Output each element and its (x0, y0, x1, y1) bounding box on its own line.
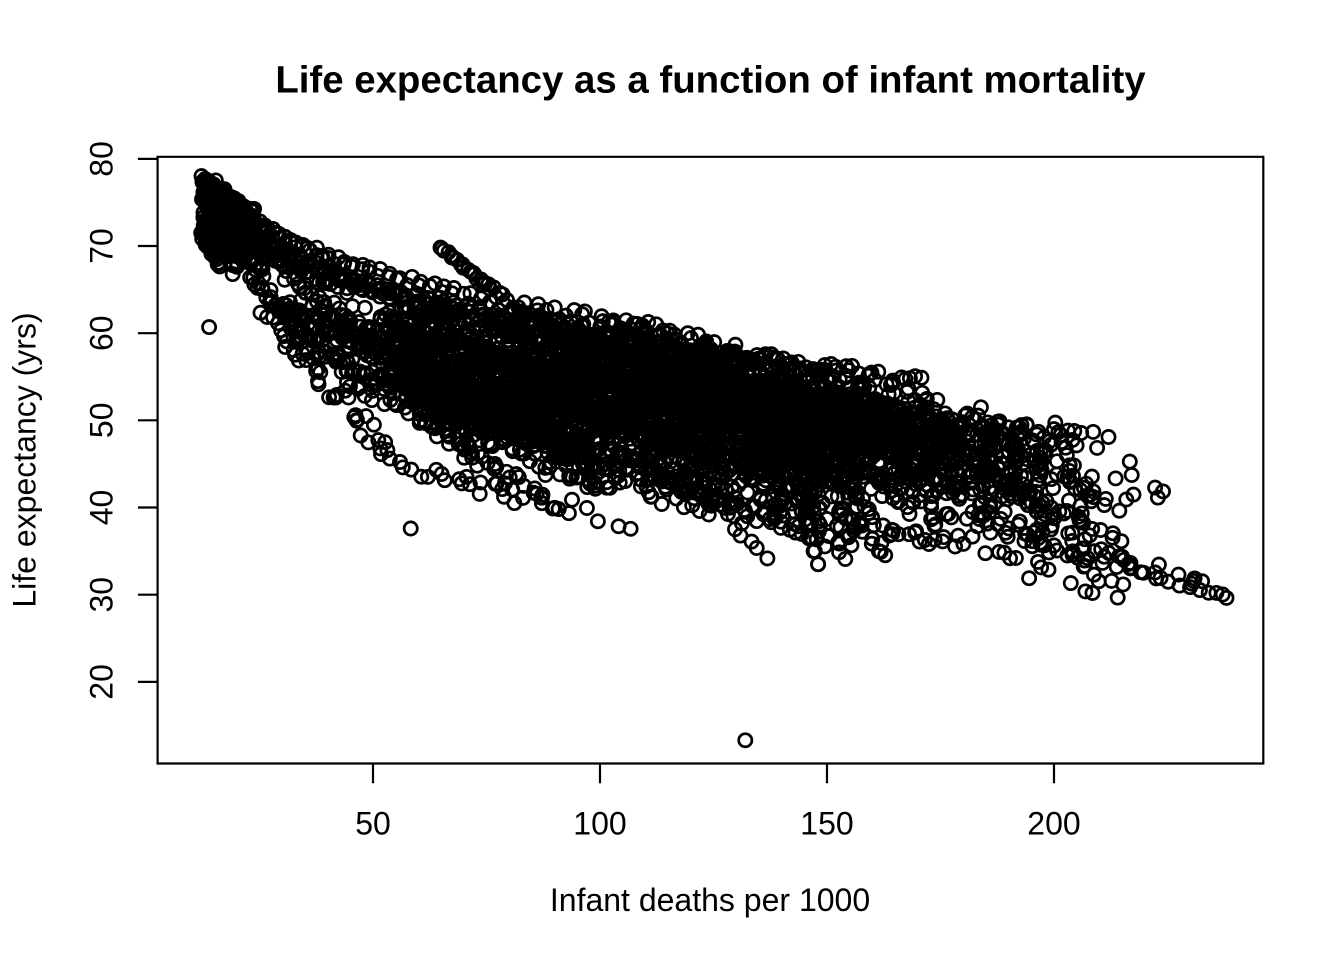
svg-text:40: 40 (84, 490, 120, 526)
svg-text:30: 30 (84, 577, 120, 613)
svg-text:80: 80 (84, 141, 120, 177)
svg-text:100: 100 (573, 806, 626, 842)
svg-text:70: 70 (84, 228, 120, 264)
svg-text:Life expectancy (yrs): Life expectancy (yrs) (7, 312, 43, 607)
svg-text:Life expectancy as a function: Life expectancy as a function of infant … (275, 59, 1146, 102)
svg-text:200: 200 (1027, 806, 1080, 842)
svg-text:150: 150 (800, 806, 853, 842)
svg-text:50: 50 (84, 403, 120, 439)
svg-text:Infant deaths per 1000: Infant deaths per 1000 (550, 882, 870, 918)
svg-text:50: 50 (355, 806, 391, 842)
svg-text:60: 60 (84, 315, 120, 351)
svg-text:20: 20 (84, 664, 120, 700)
